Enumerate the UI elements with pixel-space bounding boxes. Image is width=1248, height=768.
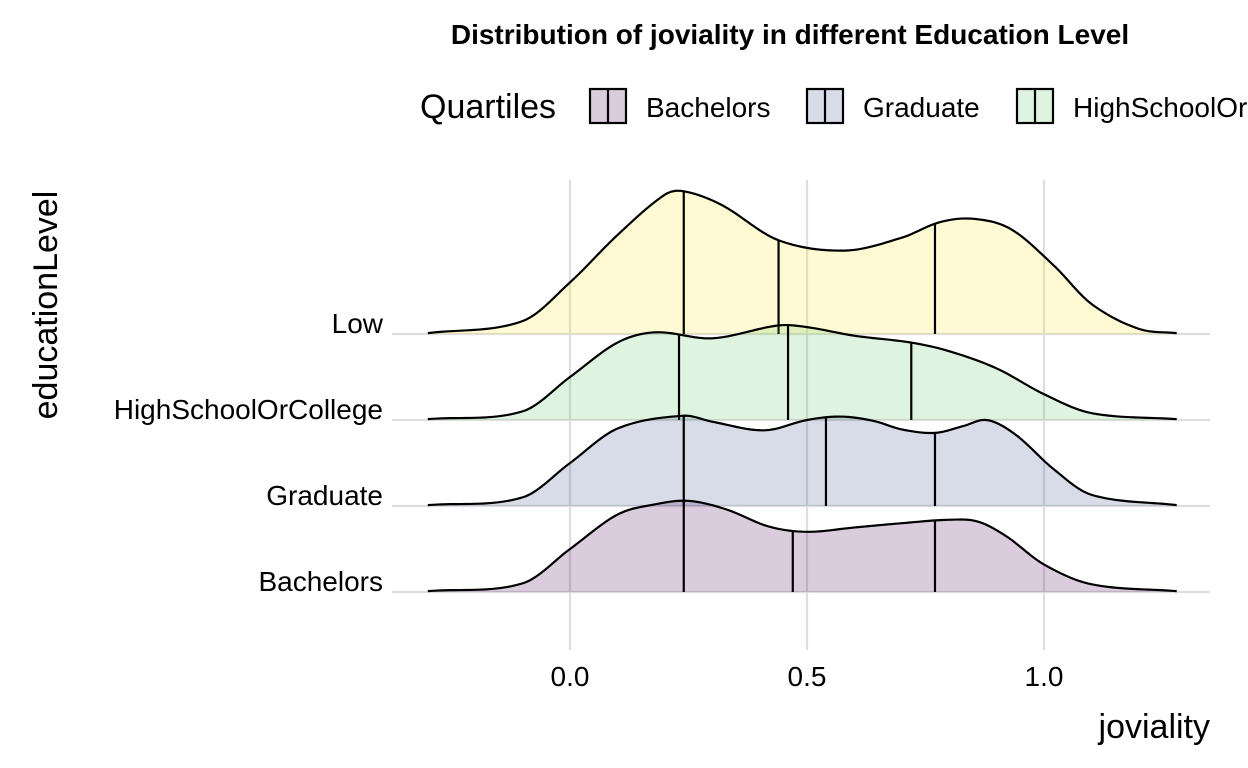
ridge-fill-bachelors	[427, 500, 1177, 592]
ridge-low	[427, 189, 1177, 335]
chart-title: Distribution of joviality in different E…	[451, 19, 1129, 50]
x-tick-label-0-0: 0.0	[551, 661, 590, 692]
ridge-outline-low	[427, 189, 1177, 335]
ridge-fill-low	[427, 190, 1177, 334]
ridge-highschoolorcollege	[427, 323, 1177, 421]
x-tick-labels: 0.0 0.5 1.0	[551, 661, 1064, 692]
legend-item-graduate: Graduate	[805, 87, 980, 125]
ridge-outline-graduate	[427, 414, 1177, 507]
legend-item-bachelors: Bachelors	[588, 87, 771, 125]
x-tick-label-1-0: 1.0	[1025, 661, 1064, 692]
y-tick-label-graduate: Graduate	[266, 480, 383, 511]
legend: Quartiles Bachelors Graduate HighSchoolO…	[420, 87, 1248, 126]
y-tick-label-highschoolorcollege: HighSchoolOrCollege	[114, 394, 383, 425]
ridge-outline-highschoolorcollege	[427, 323, 1177, 421]
ridge-outline-bachelors	[427, 499, 1177, 593]
legend-title: Quartiles	[420, 88, 556, 126]
ridge-bachelors	[427, 499, 1177, 593]
ridges	[427, 189, 1177, 593]
grid-lines	[392, 180, 1210, 650]
legend-label-bachelors: Bachelors	[646, 92, 771, 123]
y-tick-labels: Bachelors Graduate HighSchoolOrCollege Low	[114, 308, 384, 597]
y-tick-label-low: Low	[332, 308, 384, 339]
legend-label-graduate: Graduate	[863, 92, 980, 123]
legend-label-highschoolorcollege: HighSchoolOrCollege	[1073, 92, 1248, 123]
ridge-graduate	[427, 414, 1177, 507]
y-tick-label-bachelors: Bachelors	[258, 566, 383, 597]
y-axis-title: educationLevel	[27, 191, 65, 420]
legend-item-highschoolorcollege: HighSchoolOrCollege	[1015, 87, 1248, 125]
ridge-fill-graduate	[427, 415, 1177, 506]
ridge-fill-highschoolorcollege	[427, 325, 1177, 420]
x-tick-label-0-5: 0.5	[788, 661, 827, 692]
x-axis-title: joviality	[1098, 708, 1210, 746]
